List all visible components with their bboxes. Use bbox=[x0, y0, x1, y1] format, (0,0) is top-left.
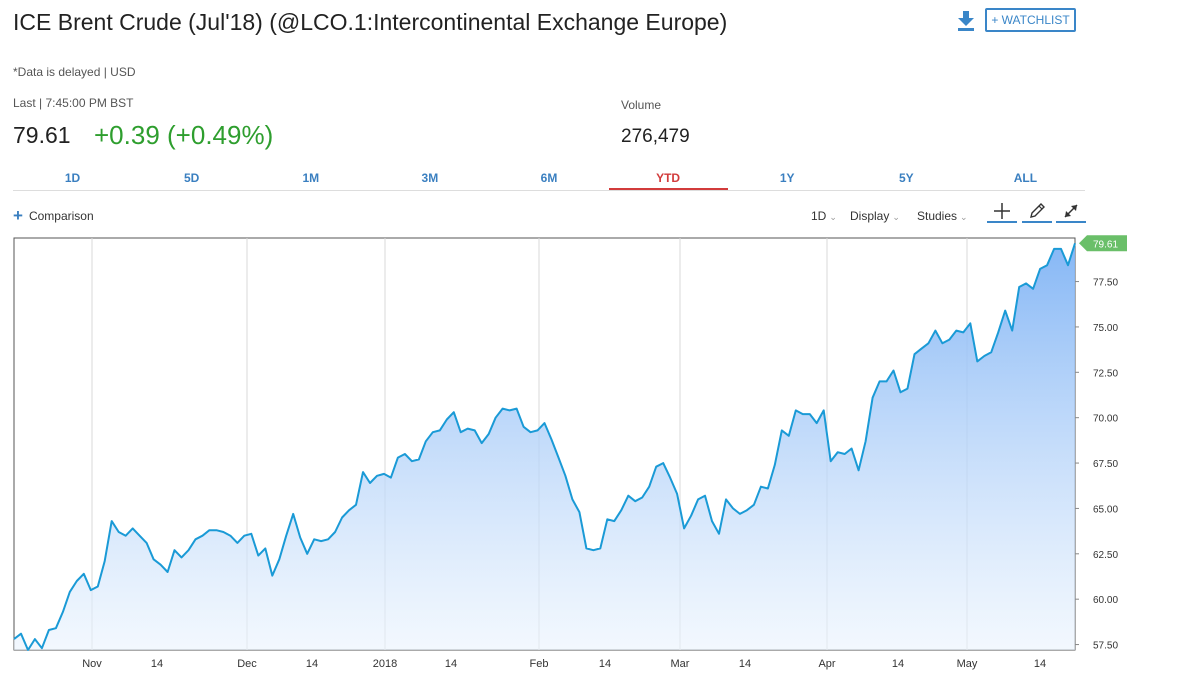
y-tick-label: 57.50 bbox=[1093, 641, 1118, 652]
display-label: Display bbox=[850, 209, 890, 223]
x-tick-label: 14 bbox=[1034, 658, 1046, 670]
crosshair-icon[interactable] bbox=[987, 200, 1017, 223]
y-tick-label: 70.00 bbox=[1093, 414, 1118, 425]
tab-5d[interactable]: 5D bbox=[183, 171, 200, 185]
x-tick-label: Feb bbox=[530, 658, 549, 670]
data-delayed-note: *Data is delayed | USD bbox=[13, 65, 136, 79]
y-tick-label: 65.00 bbox=[1093, 504, 1118, 515]
x-tick-label: 14 bbox=[599, 658, 611, 670]
x-tick-label: Apr bbox=[818, 658, 835, 670]
comparison-label: Comparison bbox=[28, 209, 94, 223]
tab-1m[interactable]: 1M bbox=[302, 171, 320, 185]
x-tick-label: Nov bbox=[82, 658, 102, 670]
tab-1y[interactable]: 1Y bbox=[779, 171, 795, 185]
x-tick-label: Mar bbox=[671, 658, 690, 670]
interval-dropdown[interactable]: 1D ⌄ bbox=[811, 209, 837, 223]
last-price: 79.61 bbox=[13, 122, 71, 148]
x-tick-label: 14 bbox=[445, 658, 457, 670]
interval-label: 1D bbox=[811, 209, 827, 223]
chevron-down-icon: ⌄ bbox=[960, 212, 968, 222]
y-tick-label: 75.00 bbox=[1093, 323, 1118, 334]
pencil-icon[interactable] bbox=[1022, 200, 1052, 223]
y-tick-label: 67.50 bbox=[1093, 459, 1118, 470]
last-value-label: 79.61 bbox=[1093, 239, 1118, 250]
price-change: +0.39 (+0.49%) bbox=[94, 120, 274, 150]
time-range-tabs: 1D 5D 1M 3M 6M YTD 1Y 5Y ALL bbox=[13, 165, 1085, 191]
add-to-watchlist-button[interactable]: + WATCHLIST bbox=[985, 8, 1076, 32]
volume-label: Volume bbox=[621, 98, 662, 112]
chevron-down-icon: ⌄ bbox=[829, 212, 837, 222]
studies-label: Studies bbox=[917, 209, 958, 223]
page-title: ICE Brent Crude (Jul'18) (@LCO.1:Interco… bbox=[13, 9, 728, 35]
x-tick-label: 14 bbox=[306, 658, 318, 670]
volume-value: 276,479 bbox=[621, 126, 690, 147]
tab-5y[interactable]: 5Y bbox=[898, 171, 914, 185]
x-tick-label: May bbox=[957, 658, 978, 670]
tab-1d[interactable]: 1D bbox=[64, 171, 81, 185]
x-tick-label: Dec bbox=[237, 658, 257, 670]
display-dropdown[interactable]: Display ⌄ bbox=[850, 209, 900, 223]
x-tick-label: 2018 bbox=[373, 658, 397, 670]
comparison-button[interactable]: + Comparison bbox=[13, 206, 94, 225]
expand-icon[interactable] bbox=[1056, 200, 1086, 223]
plus-icon: + bbox=[13, 206, 23, 225]
download-icon[interactable] bbox=[956, 10, 976, 32]
y-tick-label: 77.50 bbox=[1093, 278, 1118, 289]
price-chart[interactable]: 57.50 60.00 62.50 65.00 67.50 70.00 72.50 75.00… bbox=[0, 230, 1200, 675]
y-tick-label: 60.00 bbox=[1093, 595, 1118, 606]
chevron-down-icon: ⌄ bbox=[892, 212, 900, 222]
x-tick-label: 14 bbox=[892, 658, 904, 670]
studies-dropdown[interactable]: Studies ⌄ bbox=[917, 209, 968, 223]
tab-all[interactable]: ALL bbox=[1013, 171, 1038, 185]
tab-3m[interactable]: 3M bbox=[421, 171, 439, 185]
tab-ytd[interactable]: YTD bbox=[608, 165, 728, 190]
last-value-marker: 79.61 bbox=[1079, 235, 1127, 252]
price-line bbox=[13, 242, 1076, 651]
y-tick-label: 72.50 bbox=[1093, 368, 1118, 379]
last-trade-label: Last | 7:45:00 PM BST bbox=[13, 96, 134, 110]
last-value-tag bbox=[1079, 235, 1127, 252]
y-tick-label: 62.50 bbox=[1093, 550, 1118, 561]
x-tick-label: 14 bbox=[739, 658, 751, 670]
x-tick-label: 14 bbox=[151, 658, 163, 670]
tab-6m[interactable]: 6M bbox=[540, 171, 558, 185]
price-area-fill bbox=[14, 243, 1075, 651]
